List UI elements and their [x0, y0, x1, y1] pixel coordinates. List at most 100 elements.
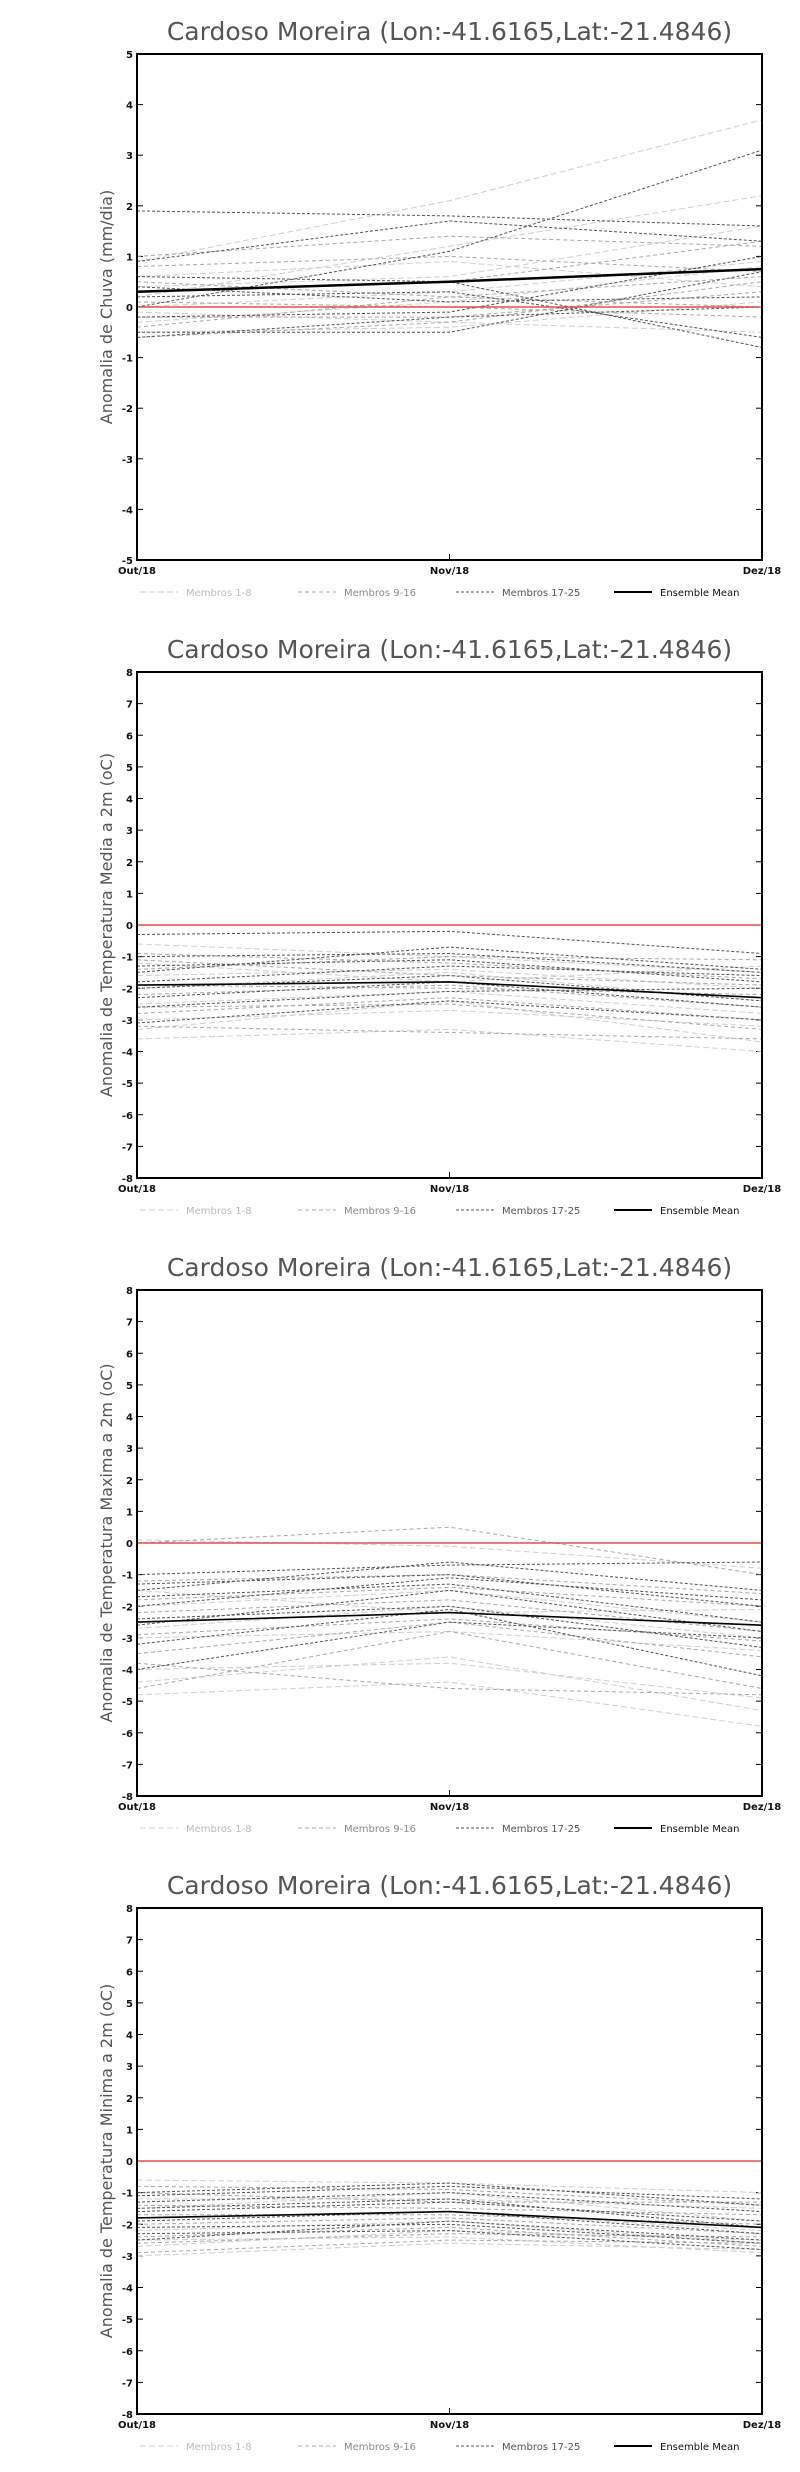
member-line: [136, 1000, 763, 1043]
x-tick-label: Out/18: [118, 1802, 156, 1813]
member-line: [136, 1526, 763, 1576]
y-tick-label: -6: [122, 1111, 133, 1122]
y-tick-label: 5: [126, 1999, 133, 2010]
ensemble-mean-line: [136, 1611, 763, 1626]
legend-label: Membros 17-25: [502, 1824, 580, 1835]
y-tick-label: 7: [126, 700, 133, 711]
legend-label: Membros 9-16: [344, 1206, 416, 1217]
panel-temperatura-maxima: Cardoso Moreira (Lon:-41.6165,Lat:-21.48…: [0, 1236, 800, 1854]
member-line: [136, 2236, 763, 2254]
y-tick-label: 2: [126, 2094, 133, 2105]
member-line: [136, 2185, 763, 2200]
y-tick-label: -6: [122, 2347, 133, 2358]
member-line: [136, 1656, 763, 1712]
y-tick-label: 6: [126, 731, 133, 742]
member-line: [136, 1003, 763, 1030]
member-line: [136, 956, 763, 970]
member-line: [136, 1539, 763, 1569]
member-line: [136, 1608, 763, 1677]
member-line: [136, 225, 763, 288]
y-tick-label: -8: [122, 1174, 133, 1185]
member-line: [136, 2226, 763, 2247]
y-tick-label: -3: [122, 455, 133, 466]
chart-title: Cardoso Moreira (Lon:-41.6165,Lat:-21.48…: [167, 17, 732, 46]
member-line: [136, 1605, 763, 1639]
member-line: [136, 987, 763, 1008]
panel-chuva: Cardoso Moreira (Lon:-41.6165,Lat:-21.48…: [0, 0, 800, 618]
y-tick-label: -4: [122, 1666, 133, 1677]
chart-title: Cardoso Moreira (Lon:-41.6165,Lat:-21.48…: [167, 1253, 732, 1282]
y-tick-label: 5: [126, 50, 133, 61]
y-tick-label: 3: [126, 151, 133, 162]
y-tick-label: -5: [122, 556, 133, 567]
member-line: [136, 301, 763, 318]
y-tick-label: 0: [126, 1539, 133, 1550]
member-line: [136, 953, 763, 980]
member-line: [136, 952, 763, 973]
y-tick-label: 6: [126, 1349, 133, 1360]
chart-svg: Cardoso Moreira (Lon:-41.6165,Lat:-21.48…: [97, 17, 782, 599]
member-line: [136, 2242, 763, 2257]
member-line: [136, 119, 763, 262]
y-tick-label: 6: [126, 1967, 133, 1978]
y-tick-label: -7: [122, 1142, 133, 1153]
member-line: [136, 1599, 763, 1632]
member-line: [136, 1662, 763, 1699]
legend-label: Membros 17-25: [502, 1206, 580, 1217]
y-tick-label: 4: [126, 2031, 133, 2042]
member-line: [136, 1589, 763, 1614]
y-tick-label: 2: [126, 858, 133, 869]
member-line: [136, 2182, 763, 2206]
member-line: [136, 220, 763, 262]
member-line: [136, 281, 763, 308]
y-tick-label: -4: [122, 505, 133, 516]
member-line: [136, 1561, 763, 1576]
member-line: [136, 1621, 763, 1670]
chart-title: Cardoso Moreira (Lon:-41.6165,Lat:-21.48…: [167, 635, 732, 664]
legend-label: Membros 1-8: [186, 2442, 252, 2453]
legend-label: Membros 17-25: [502, 2442, 580, 2453]
y-tick-label: -4: [122, 2284, 133, 2295]
x-tick-label: Nov/18: [430, 1802, 469, 1813]
y-tick-label: 8: [126, 1904, 133, 1915]
member-line: [136, 261, 763, 308]
member-line: [136, 1662, 763, 1696]
y-tick-label: 4: [126, 795, 133, 806]
member-line: [136, 1028, 763, 1052]
y-tick-label: 1: [126, 252, 133, 263]
member-line: [136, 1577, 763, 1607]
y-axis-label: Anomalia de Temperatura Maxima a 2m (oC): [97, 1363, 116, 1722]
x-tick-label: Dez/18: [743, 566, 782, 577]
y-tick-label: -2: [122, 984, 133, 995]
y-tick-label: -1: [122, 2189, 133, 2200]
member-line: [136, 2230, 763, 2250]
member-line: [136, 959, 763, 986]
member-line: [137, 291, 763, 318]
y-tick-label: 5: [126, 763, 133, 774]
member-line: [136, 946, 763, 973]
member-line: [136, 2204, 763, 2216]
member-line: [136, 2185, 763, 2206]
legend-label: Ensemble Mean: [660, 2442, 739, 2453]
y-tick-label: 3: [126, 1444, 133, 1455]
y-tick-label: -3: [122, 1016, 133, 1027]
y-tick-label: -8: [122, 1792, 133, 1803]
member-line: [136, 975, 763, 1002]
y-tick-label: 2: [126, 1476, 133, 1487]
panel-temperatura-media: Cardoso Moreira (Lon:-41.6165,Lat:-21.48…: [0, 618, 800, 1236]
legend-label: Ensemble Mean: [660, 1206, 739, 1217]
x-tick-label: Out/18: [118, 566, 156, 577]
x-tick-label: Dez/18: [743, 1184, 782, 1195]
x-tick-label: Nov/18: [430, 1184, 469, 1195]
legend-label: Ensemble Mean: [660, 588, 739, 599]
y-tick-label: 4: [126, 1413, 133, 1424]
plot-frame: [136, 1907, 763, 2415]
y-tick-label: 8: [126, 668, 133, 679]
y-tick-label: -2: [122, 1602, 133, 1613]
y-tick-label: 7: [126, 1936, 133, 1947]
plot-frame: [136, 53, 763, 561]
member-line: [136, 984, 763, 1008]
member-line: [136, 2198, 763, 2228]
x-tick-label: Out/18: [118, 2420, 156, 2431]
x-tick-label: Dez/18: [743, 1802, 782, 1813]
